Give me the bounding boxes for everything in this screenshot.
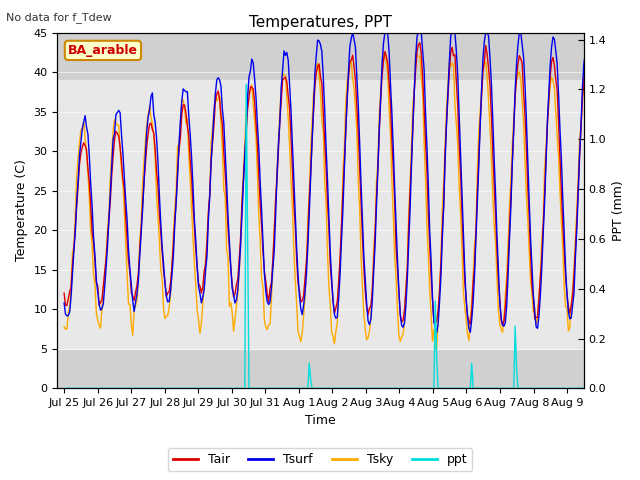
Bar	[58, 80, 584, 349]
Y-axis label: PPT (mm): PPT (mm)	[612, 180, 625, 241]
Title: Temperatures, PPT: Temperatures, PPT	[249, 15, 392, 30]
Text: No data for f_Tdew: No data for f_Tdew	[6, 12, 112, 23]
Y-axis label: Temperature (C): Temperature (C)	[15, 159, 28, 262]
Legend: Tair, Tsurf, Tsky, ppt: Tair, Tsurf, Tsky, ppt	[168, 448, 472, 471]
Text: BA_arable: BA_arable	[68, 44, 138, 57]
X-axis label: Time: Time	[305, 414, 336, 427]
